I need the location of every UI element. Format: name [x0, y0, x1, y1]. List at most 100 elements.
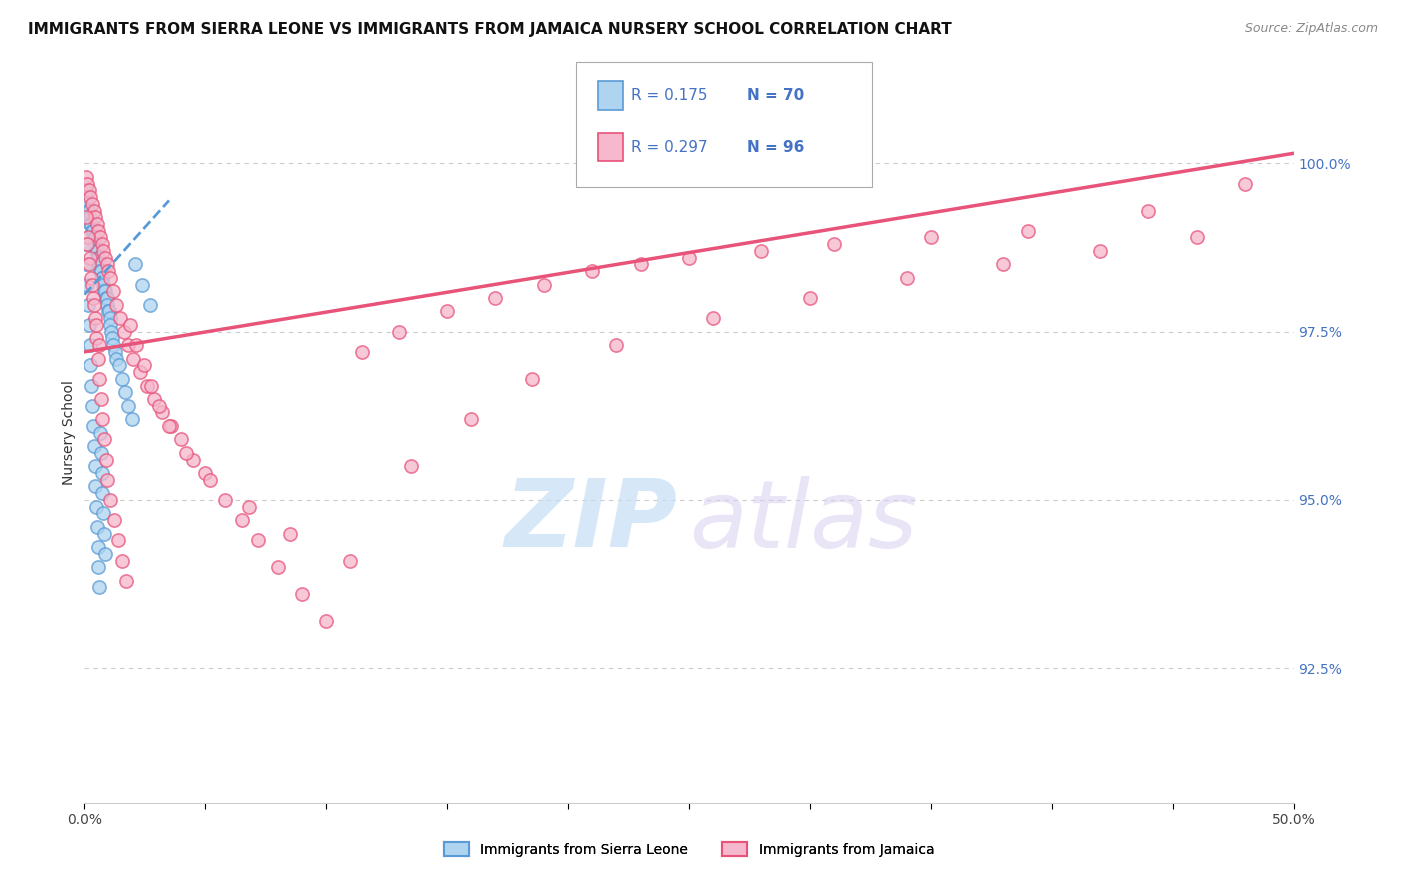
- Point: [174, 446, 197, 460]
- Point: [75, 190, 97, 204]
- Point: [79, 211, 101, 225]
- Point: [120, 318, 142, 332]
- Point: [87, 338, 110, 352]
- Point: [83, 230, 105, 244]
- Point: [823, 237, 845, 252]
- Point: [91, 507, 114, 521]
- Point: [87, 251, 110, 265]
- Point: [93, 285, 115, 299]
- Point: [86, 251, 108, 265]
- Point: [520, 372, 543, 386]
- Point: [399, 459, 422, 474]
- Y-axis label: Nursery School: Nursery School: [62, 380, 76, 485]
- Point: [101, 338, 124, 352]
- Point: [702, 311, 724, 326]
- Point: [315, 614, 337, 628]
- Point: [83, 439, 105, 453]
- Point: [77, 203, 100, 218]
- Point: [86, 351, 108, 366]
- Point: [94, 291, 117, 305]
- Point: [896, 270, 918, 285]
- Text: R = 0.175: R = 0.175: [631, 88, 707, 103]
- Point: [993, 257, 1015, 271]
- Point: [83, 230, 105, 244]
- Point: [90, 237, 112, 252]
- Point: [84, 500, 107, 514]
- Point: [93, 526, 115, 541]
- Point: [77, 183, 100, 197]
- Point: [160, 418, 183, 433]
- Point: [76, 237, 98, 252]
- Point: [75, 211, 97, 225]
- Point: [107, 533, 129, 548]
- Point: [108, 311, 131, 326]
- Point: [100, 318, 122, 332]
- Point: [80, 217, 103, 231]
- Point: [238, 500, 260, 514]
- Point: [129, 365, 152, 379]
- Point: [82, 224, 104, 238]
- Point: [96, 291, 118, 305]
- Point: [1088, 244, 1111, 258]
- Point: [94, 251, 117, 265]
- Point: [678, 251, 700, 265]
- Point: [98, 304, 121, 318]
- Point: [1185, 230, 1208, 244]
- Point: [79, 338, 101, 352]
- Point: [79, 359, 101, 373]
- Point: [114, 385, 136, 400]
- Point: [94, 285, 117, 299]
- Point: [124, 257, 146, 271]
- Text: Source: ZipAtlas.com: Source: ZipAtlas.com: [1244, 22, 1378, 36]
- Point: [484, 291, 506, 305]
- Point: [291, 587, 314, 601]
- Point: [91, 412, 114, 426]
- Point: [111, 553, 134, 567]
- Point: [170, 433, 193, 447]
- Text: N = 70: N = 70: [747, 88, 804, 103]
- Point: [86, 540, 108, 554]
- Point: [80, 270, 103, 285]
- Point: [83, 298, 105, 312]
- Legend: Immigrants from Sierra Leone, Immigrants from Jamaica: Immigrants from Sierra Leone, Immigrants…: [439, 837, 939, 863]
- Point: [77, 230, 100, 244]
- Point: [751, 244, 773, 258]
- Point: [96, 257, 118, 271]
- Point: [84, 237, 107, 252]
- Point: [91, 244, 114, 258]
- Text: IMMIGRANTS FROM SIERRA LEONE VS IMMIGRANTS FROM JAMAICA NURSERY SCHOOL CORRELATI: IMMIGRANTS FROM SIERRA LEONE VS IMMIGRAN…: [28, 22, 952, 37]
- Point: [139, 378, 162, 392]
- Point: [93, 433, 115, 447]
- Point: [89, 581, 111, 595]
- Point: [89, 372, 111, 386]
- Point: [75, 257, 97, 271]
- Point: [82, 196, 104, 211]
- Point: [86, 318, 108, 332]
- Point: [533, 277, 555, 292]
- Point: [98, 311, 121, 326]
- Point: [920, 230, 942, 244]
- Point: [77, 203, 100, 218]
- Point: [96, 298, 118, 312]
- Point: [131, 277, 153, 292]
- Point: [799, 291, 821, 305]
- Point: [84, 211, 107, 225]
- Point: [75, 169, 97, 184]
- Point: [76, 177, 98, 191]
- Point: [105, 298, 128, 312]
- Point: [94, 452, 117, 467]
- Point: [87, 224, 110, 238]
- Point: [157, 418, 180, 433]
- Point: [96, 473, 118, 487]
- Point: [121, 412, 143, 426]
- Text: R = 0.297: R = 0.297: [631, 140, 707, 154]
- Point: [278, 526, 301, 541]
- Point: [194, 466, 217, 480]
- Point: [86, 244, 108, 258]
- Point: [1234, 177, 1257, 191]
- Point: [89, 257, 111, 271]
- Point: [84, 244, 107, 258]
- Point: [83, 203, 105, 218]
- Point: [247, 533, 270, 548]
- Point: [132, 359, 155, 373]
